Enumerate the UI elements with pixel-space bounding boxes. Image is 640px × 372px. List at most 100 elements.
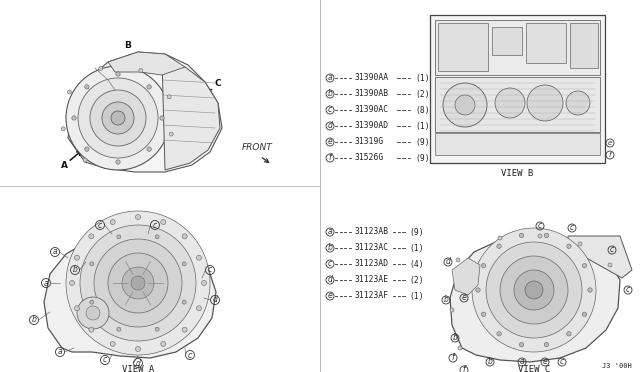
Text: (2): (2) bbox=[415, 90, 429, 99]
Circle shape bbox=[456, 258, 460, 262]
Circle shape bbox=[525, 281, 543, 299]
FancyBboxPatch shape bbox=[438, 23, 488, 71]
Text: 31390AB: 31390AB bbox=[355, 90, 389, 99]
Text: (1): (1) bbox=[415, 122, 429, 131]
Circle shape bbox=[450, 308, 454, 312]
Text: (9): (9) bbox=[415, 154, 429, 163]
FancyBboxPatch shape bbox=[435, 77, 600, 132]
Text: A: A bbox=[61, 161, 67, 170]
Polygon shape bbox=[162, 58, 220, 170]
Circle shape bbox=[582, 263, 587, 268]
Text: c: c bbox=[328, 260, 332, 269]
Circle shape bbox=[66, 211, 210, 355]
Circle shape bbox=[117, 327, 121, 331]
Text: b: b bbox=[72, 266, 77, 275]
Text: (2): (2) bbox=[409, 276, 424, 285]
Text: c: c bbox=[610, 246, 614, 254]
Text: (9): (9) bbox=[409, 228, 424, 237]
Circle shape bbox=[538, 234, 542, 238]
Circle shape bbox=[66, 66, 170, 170]
Circle shape bbox=[202, 280, 207, 285]
Text: c: c bbox=[208, 266, 212, 275]
Polygon shape bbox=[568, 236, 632, 278]
Text: VIEW C: VIEW C bbox=[518, 366, 550, 372]
Text: f: f bbox=[329, 154, 332, 163]
Circle shape bbox=[110, 219, 115, 225]
Text: d: d bbox=[328, 122, 332, 131]
Text: 31123AD: 31123AD bbox=[355, 260, 389, 269]
Text: (9): (9) bbox=[415, 138, 429, 147]
Circle shape bbox=[486, 242, 582, 338]
Text: f: f bbox=[609, 152, 611, 158]
Circle shape bbox=[566, 91, 590, 115]
Text: e: e bbox=[543, 357, 547, 366]
Text: b: b bbox=[488, 357, 492, 366]
Circle shape bbox=[161, 219, 166, 225]
Polygon shape bbox=[452, 258, 480, 295]
Circle shape bbox=[110, 341, 115, 346]
FancyBboxPatch shape bbox=[430, 15, 605, 163]
Circle shape bbox=[519, 342, 524, 347]
Circle shape bbox=[196, 306, 202, 311]
Circle shape bbox=[74, 306, 79, 311]
Circle shape bbox=[83, 158, 87, 162]
Circle shape bbox=[472, 228, 596, 352]
Circle shape bbox=[588, 288, 592, 292]
Circle shape bbox=[527, 85, 563, 121]
Text: a: a bbox=[328, 74, 332, 83]
Circle shape bbox=[61, 127, 65, 131]
Circle shape bbox=[155, 235, 159, 239]
Text: 31390AA: 31390AA bbox=[355, 74, 389, 83]
Circle shape bbox=[455, 95, 475, 115]
Polygon shape bbox=[44, 234, 216, 358]
Text: VIEW A: VIEW A bbox=[122, 366, 154, 372]
Circle shape bbox=[108, 253, 168, 313]
Text: a: a bbox=[520, 357, 524, 366]
Circle shape bbox=[116, 72, 120, 76]
Text: J3 '00H: J3 '00H bbox=[602, 363, 632, 369]
Circle shape bbox=[89, 234, 94, 239]
Circle shape bbox=[182, 300, 186, 304]
FancyBboxPatch shape bbox=[435, 20, 600, 75]
Text: f: f bbox=[452, 353, 454, 362]
Text: d: d bbox=[212, 295, 218, 305]
Circle shape bbox=[84, 147, 89, 151]
Circle shape bbox=[169, 132, 173, 136]
Circle shape bbox=[443, 83, 487, 127]
Polygon shape bbox=[450, 236, 620, 362]
Circle shape bbox=[80, 225, 196, 341]
Text: B: B bbox=[125, 42, 131, 51]
Text: 31123AB: 31123AB bbox=[355, 228, 389, 237]
Text: 31390AC: 31390AC bbox=[355, 106, 389, 115]
Circle shape bbox=[196, 255, 202, 260]
Circle shape bbox=[566, 244, 571, 248]
Circle shape bbox=[147, 147, 151, 151]
Text: b: b bbox=[328, 90, 332, 99]
Polygon shape bbox=[68, 52, 222, 172]
Text: e: e bbox=[328, 138, 332, 147]
Text: e: e bbox=[608, 140, 612, 146]
Circle shape bbox=[566, 331, 571, 336]
Circle shape bbox=[78, 78, 158, 158]
Text: FRONT: FRONT bbox=[242, 144, 273, 153]
Circle shape bbox=[102, 102, 134, 134]
Text: 31123AC: 31123AC bbox=[355, 244, 389, 253]
Circle shape bbox=[89, 327, 94, 332]
Text: (1): (1) bbox=[415, 74, 429, 83]
FancyBboxPatch shape bbox=[526, 23, 566, 63]
Text: 31123AF: 31123AF bbox=[355, 292, 389, 301]
Text: (1): (1) bbox=[409, 244, 424, 253]
Circle shape bbox=[458, 346, 462, 350]
Circle shape bbox=[497, 244, 501, 248]
Text: c: c bbox=[570, 224, 574, 232]
Circle shape bbox=[481, 312, 486, 317]
Text: c: c bbox=[328, 106, 332, 115]
Text: a: a bbox=[58, 347, 62, 356]
Circle shape bbox=[136, 215, 141, 219]
Circle shape bbox=[139, 68, 143, 73]
Text: b: b bbox=[328, 244, 332, 253]
Circle shape bbox=[90, 300, 94, 304]
Circle shape bbox=[136, 346, 141, 352]
Text: (1): (1) bbox=[409, 292, 424, 301]
Circle shape bbox=[90, 90, 146, 146]
